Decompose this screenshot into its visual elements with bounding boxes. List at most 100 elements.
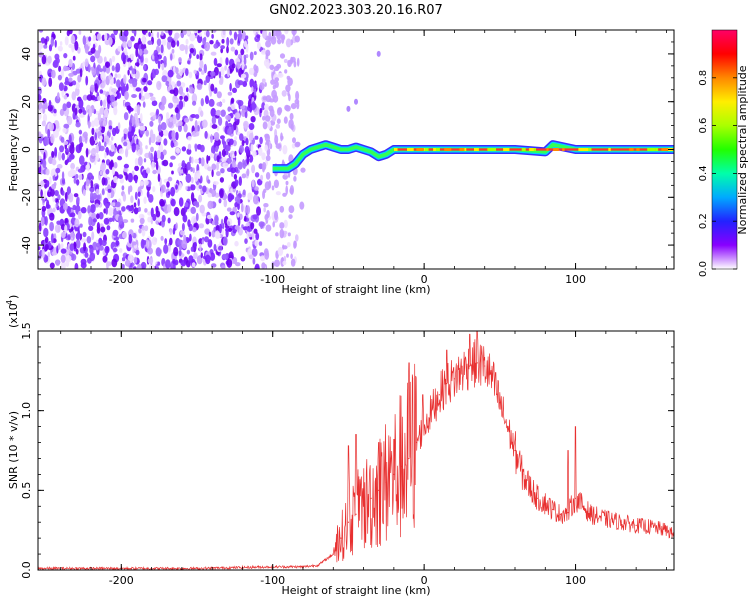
spectrogram-xlabel: Height of straight line (km) [281,283,430,296]
spectrogram-noise-cell [218,71,222,79]
spectrogram-noise-cell [152,169,158,175]
spectrogram-noise-cell [53,108,57,114]
spectrogram-noise-cell [47,55,52,64]
signal-track-hotspot [416,148,424,151]
spectrogram-noise-cell [55,259,60,266]
spectrogram-noise-cell [190,192,195,202]
spectrogram-noise-cell [190,184,196,191]
snr-data-point [400,465,403,468]
spectrogram-noise-cell [226,67,230,78]
spectrogram-noise-cell [172,227,176,235]
spectrogram-noise-cell [49,221,54,232]
spectrogram-noise-cell [279,228,285,239]
snr-data-point [544,502,546,504]
spectrogram-noise-cell [248,67,255,75]
spectrogram-noise-cell [42,103,46,114]
spectrogram-noise-cell [88,216,93,227]
spectrogram-noise-cell [206,154,209,164]
spectrogram-noise-cell [272,221,276,228]
snr-data-point [362,505,365,507]
spectrogram-noise-cell [149,120,154,127]
spectrogram-noise-cell [271,89,277,99]
spectrogram-noise-cell [154,55,159,65]
spectrogram-noise-cell [135,249,140,256]
spectrogram-noise-cell [51,150,55,158]
spectrogram-noise-cell [195,212,199,222]
spectrogram-noise-cell [220,109,226,117]
spectrogram-noise-cell [186,249,191,255]
spectrogram-noise-cell [256,34,261,39]
spectrogram-noise-cell [57,74,63,81]
spectrogram-noise-cell [118,174,124,180]
spectrogram-noise-cell [91,231,95,241]
spectrogram-noise-cell [178,243,183,251]
snr-line-path [38,331,674,570]
spectrogram-noise-cell [135,117,140,127]
spectrogram-noise-cell [176,80,182,87]
spectrogram-noise-cell [90,148,97,157]
spectrogram-noise-cell [209,252,216,261]
spectrogram-noise-cell [222,236,228,246]
y-tick-label: 0.5 [20,482,33,500]
spectrogram-noise-cell [104,151,107,159]
spectrogram-noise-cell [143,86,148,92]
spectrogram-noise-cell [175,222,178,230]
spectrogram-noise-cell [62,127,67,133]
spectrogram-noise-cell [41,77,47,86]
spectrogram-noise-cell [80,207,87,214]
spectrogram-noise-cell [170,155,176,160]
spectrogram-noise-cell [78,108,83,114]
spectrogram-noise-cell [277,38,282,45]
spectrogram-noise-cell [103,56,107,63]
spectrogram-noise-cell [239,133,244,141]
spectrogram-noise-cell [143,64,147,71]
spectrogram-noise-cell [130,35,135,42]
spectrogram-noise-cell [190,206,196,214]
spectrogram-noise-cell [277,72,284,78]
spectrogram-noise-cell [175,147,181,154]
spectrogram-noise-cell [161,62,165,71]
spectrogram-noise-cell [66,158,69,164]
spectrogram-noise-cell [179,68,183,77]
spectrogram-noise-cell [265,40,272,48]
spectrogram-noise-cell [98,245,104,251]
spectrogram-noise-cell [244,238,248,245]
spectrogram-noise-cell [255,65,259,74]
snr-data-point [529,486,531,488]
spectrogram-noise-cell [189,47,195,54]
spectrogram-noise-cell [207,200,214,210]
spectrogram-noise-cell [203,63,207,74]
spectrogram-noise-cell [121,185,125,191]
spectrogram-noise-cell [87,172,93,180]
spectrogram-noise-cell [114,201,121,208]
spectrogram-noise-cell [160,122,167,131]
spectrogram-noise-cell [263,207,267,213]
spectrogram-noise-cell [143,49,149,55]
spectrogram-noise-cell [187,219,191,228]
spectrogram-noise-cell [160,104,165,111]
spectrogram-noise-cell [84,252,89,258]
spectrogram-noise-cell [285,84,291,93]
spectrogram-noise-cell [246,155,250,165]
spectrogram-noise-cell [122,231,127,239]
spectrogram-noise-cell [133,202,137,208]
spectrogram-noise-cell [220,45,226,50]
spectrogram-noise-cell [47,191,52,198]
spectrogram-noise-cell [191,93,198,104]
y-tick-label: 20 [20,95,33,109]
spectrogram-noise-cell [68,192,74,203]
spectrogram-noise-cell [229,30,233,36]
spectrogram-noise-cell [145,129,149,137]
spectrogram-noise-cell [52,207,56,213]
spectrogram-noise-cell [131,30,136,34]
snr-data-point [484,365,486,367]
spectrogram-noise-cell [185,68,189,77]
spectrogram-noise-cell [230,46,236,52]
spectrogram-noise-cell [258,241,263,246]
spectrogram-noise-cell [231,63,236,69]
snr-data-point [574,497,577,499]
signal-track-hotspot [407,148,414,151]
spectrogram-noise-cell [168,102,174,109]
spectrogram-noise-cell [111,65,115,72]
spectrogram-noise-cell [186,148,192,155]
